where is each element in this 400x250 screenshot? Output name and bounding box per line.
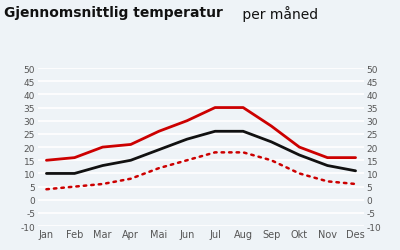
- Text: Gjennomsnittlig temperatur: Gjennomsnittlig temperatur: [4, 6, 223, 20]
- Text: per måned: per måned: [238, 6, 318, 22]
